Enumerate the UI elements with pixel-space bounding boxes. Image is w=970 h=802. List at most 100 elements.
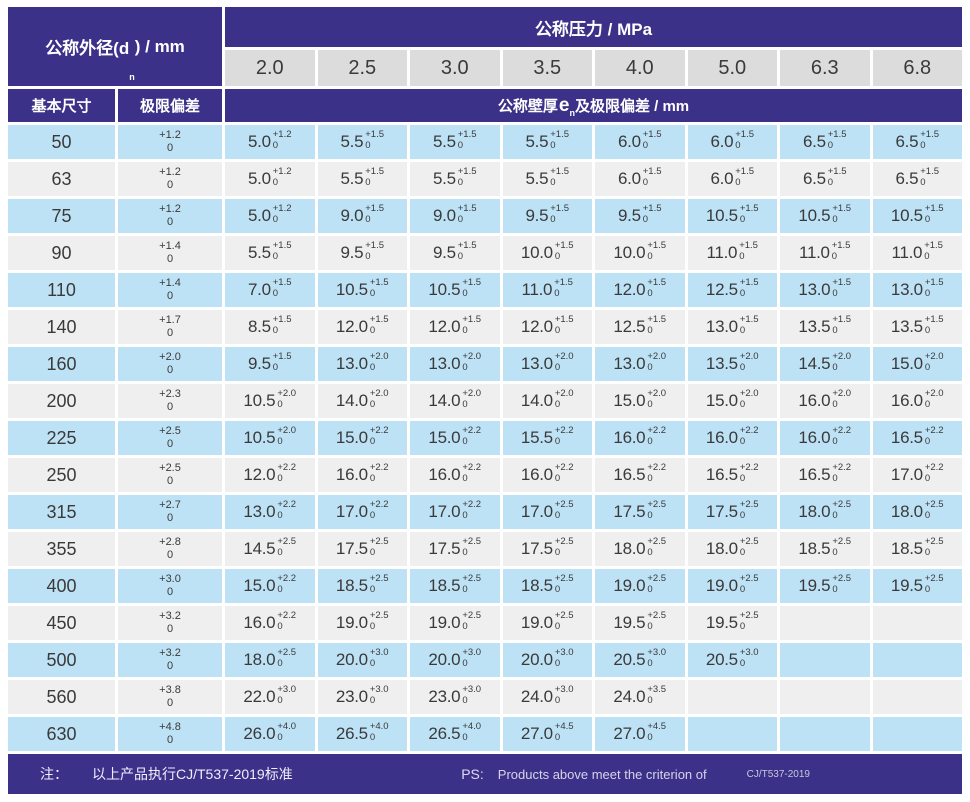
wall-thickness-cell: 15.5 +2.2 0 [502, 421, 592, 455]
wall-thickness-value: 18.5 [520, 576, 553, 595]
tolerance-stack: +3.0 0 [740, 647, 759, 670]
tolerance-stack: +1.5 0 [832, 240, 851, 263]
wall-thickness-value: 10.5 [243, 428, 276, 447]
wall-thickness-cell: 17.0 +2.2 0 [317, 495, 407, 529]
tolerance-upper: +1.5 [365, 203, 384, 215]
dn-deviation: +2.5 0 [118, 458, 222, 492]
tolerance-stack: +2.8 0 [159, 536, 181, 561]
wall-thickness-value: 17.0 [428, 502, 461, 521]
wall-thickness-value: 10.5 [705, 206, 738, 225]
wall-thickness-value: 22.0 [243, 687, 276, 706]
tolerance-stack: +4.0 0 [462, 721, 481, 744]
tolerance-lower: 0 [554, 251, 561, 262]
tolerance-upper: +1.5 [272, 277, 292, 289]
tolerance-lower: 0 [166, 438, 174, 450]
wall-thickness-cell: 13.0 +2.0 0 [595, 347, 685, 381]
wall-thickness-value: 5.0 [248, 169, 271, 188]
tolerance-lower: 0 [457, 140, 464, 151]
wall-thickness-cell: 6.0 +1.5 0 [687, 162, 777, 196]
wall-thickness-cell: 16.5 +2.2 0 [872, 421, 962, 455]
dn-value: 160 [8, 347, 115, 381]
wall-thickness-value: 13.0 [890, 280, 923, 299]
wall-thickness-value: 16.0 [798, 428, 831, 447]
tolerance-stack: +2.5 0 [370, 610, 389, 633]
wall-thickness-value: 16.5 [798, 465, 831, 484]
tolerance-lower: 0 [924, 584, 931, 595]
tolerance-upper: +2.2 [832, 462, 852, 474]
wall-thickness-value: 18.5 [428, 576, 461, 595]
wall-thickness-cell: 13.0 +2.0 0 [502, 347, 592, 381]
tolerance-stack: +2.2 0 [739, 425, 759, 448]
wall-thickness-value: 27.0 [520, 724, 553, 743]
wall-thickness-cell: 14.5 +2.5 0 [225, 532, 315, 566]
wall-thickness-cell: 19.0 +2.5 0 [595, 569, 685, 603]
tolerance-lower: 0 [462, 473, 468, 484]
tolerance-stack: +1.5 0 [832, 277, 852, 300]
tolerance-lower: 0 [369, 325, 376, 336]
tolerance-upper: +2.2 [554, 462, 574, 474]
tolerance-upper: +1.5 [832, 277, 852, 289]
tolerance-upper: +3.0 [647, 647, 667, 659]
wall-thickness-value: 9.0 [433, 206, 456, 225]
tolerance-stack: +2.5 0 [647, 610, 666, 633]
tolerance-stack: +2.5 0 [555, 610, 574, 633]
tolerance-stack: +1.5 0 [735, 129, 754, 152]
tolerance-stack: +1.5 0 [458, 203, 477, 226]
tolerance-stack: +2.0 0 [462, 388, 481, 411]
wall-thickness-cell: 24.0 +3.5 0 [595, 680, 685, 714]
tolerance-lower: 0 [642, 177, 649, 188]
wall-thickness-value: 10.0 [613, 243, 646, 262]
tolerance-upper: +1.5 [920, 166, 939, 178]
wall-thickness-cell: 14.0 +2.0 0 [317, 384, 407, 418]
wall-thickness-cell: 26.5 +4.0 0 [317, 717, 407, 751]
tolerance-stack: +1.5 0 [273, 240, 292, 263]
pressure-value-3.0: 3.0 [410, 50, 500, 86]
tolerance-lower: 0 [832, 473, 838, 484]
wall-thickness-value: 15.0 [335, 428, 368, 447]
tolerance-upper: +1.5 [457, 240, 477, 252]
tolerance-lower: 0 [647, 732, 653, 743]
wall-thickness-value: 6.5 [803, 132, 826, 151]
tolerance-upper: +1.5 [554, 277, 573, 289]
wall-thickness-value: 14.0 [520, 391, 553, 410]
wall-thickness-value: 20.0 [520, 650, 553, 669]
wall-thickness-value: 18.5 [890, 539, 923, 558]
tolerance-lower: 0 [647, 288, 653, 299]
tolerance-stack: +2.5 0 [925, 536, 944, 559]
wall-thickness-value: 27.0 [613, 724, 646, 743]
wall-thickness-value: 15.5 [520, 428, 553, 447]
tolerance-upper: +3.0 [554, 647, 574, 659]
tolerance-upper: +2.0 [369, 388, 389, 400]
wall-thickness-value: 16.0 [890, 391, 923, 410]
tolerance-upper: +3.0 [369, 684, 389, 696]
tolerance-upper: +2.5 [647, 573, 667, 585]
tolerance-upper: +1.2 [272, 203, 292, 215]
tolerance-lower: 0 [739, 436, 746, 447]
pressure-value-2.5: 2.5 [317, 50, 407, 86]
wall-thickness-value: 17.0 [520, 502, 553, 521]
tolerance-upper: +1.5 [739, 240, 758, 252]
wall-thickness-cell: 9.5 +1.5 0 [410, 236, 500, 270]
tolerance-lower: 0 [554, 362, 561, 373]
wall-thickness-cell: 16.0 +2.0 0 [780, 384, 870, 418]
tolerance-stack: +1.2 0 [273, 166, 292, 189]
dn-value: 500 [8, 643, 115, 677]
tolerance-upper: +1.5 [554, 314, 574, 326]
wall-thickness-value: 11.0 [521, 280, 553, 299]
tolerance-lower: 0 [647, 695, 653, 706]
wall-thickness-cell: 19.0 +2.5 0 [410, 606, 500, 640]
pressure-value-6.3: 6.3 [780, 50, 870, 86]
tolerance-upper: +1.5 [739, 203, 759, 215]
wall-thickness-cell: 14.0 +2.0 0 [502, 384, 592, 418]
tolerance-lower: 0 [832, 547, 838, 558]
tolerance-stack: +1.5 0 [550, 166, 569, 189]
tolerance-upper: +4.0 [369, 721, 389, 733]
tolerance-stack: +2.5 0 [647, 499, 666, 522]
tolerance-lower: 0 [647, 325, 653, 336]
dn-deviation: +1.2 0 [118, 199, 222, 233]
wall-thickness-value: 23.0 [335, 687, 368, 706]
tolerance-upper: +2.2 [277, 499, 297, 511]
wall-thickness-cell: 11.0 +1.5 0 [780, 236, 870, 270]
tolerance-stack: +2.3 0 [159, 388, 181, 413]
wall-thickness-cell: 27.0 +4.5 0 [595, 717, 685, 751]
